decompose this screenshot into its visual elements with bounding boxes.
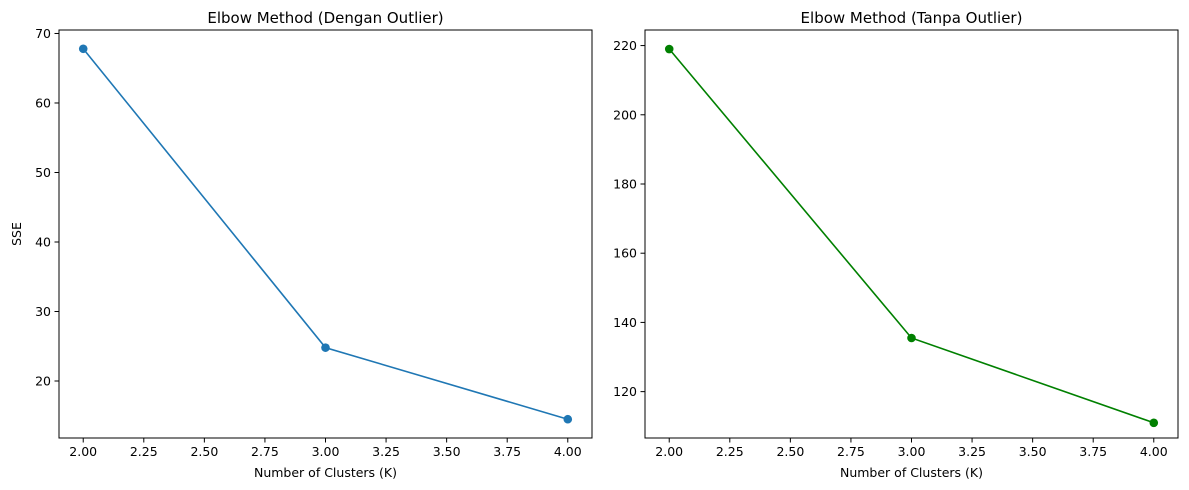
data-point (1149, 418, 1159, 428)
y-ticks: 120 140 160 180 200 220 (613, 38, 645, 399)
y-tick-label: 200 (613, 107, 637, 122)
y-tick-label: 60 (35, 95, 51, 110)
x-ticks: 2.00 2.25 2.50 2.75 3.00 3.25 3.50 3.75 4.00 (655, 438, 1168, 459)
chart-title: Elbow Method (Dengan Outlier) (207, 9, 443, 27)
series (664, 44, 1159, 428)
plot-area-frame (644, 29, 1179, 439)
y-tick-label: 30 (35, 304, 51, 319)
y-tick-label: 120 (613, 384, 637, 399)
y-axis-label: SSE (9, 222, 24, 246)
x-tick-label: 3.75 (1079, 444, 1107, 459)
series-line (82, 48, 568, 421)
x-axis-label: Number of Clusters (K) (840, 465, 983, 480)
x-tick-label: 2.75 (251, 444, 279, 459)
y-tick-label: 180 (613, 176, 637, 191)
data-point (907, 333, 916, 343)
x-tick-label: 3.50 (433, 444, 461, 459)
x-tick-label: 2.00 (69, 444, 97, 459)
x-tick-label: 2.25 (716, 444, 744, 459)
y-tick-label: 40 (35, 234, 51, 249)
y-tick-label: 70 (35, 26, 51, 41)
data-point (78, 44, 88, 54)
y-tick-label: 220 (613, 38, 637, 53)
data-point (321, 343, 330, 352)
chart-title: Elbow Method (Tanpa Outlier) (801, 9, 1023, 27)
x-tick-label: 2.25 (130, 444, 158, 459)
x-tick-label: 3.50 (1019, 444, 1047, 459)
series-line (668, 48, 1155, 424)
x-axis-label: Number of Clusters (K) (254, 465, 397, 480)
plot-area-frame (58, 29, 593, 439)
y-tick-label: 160 (613, 246, 637, 261)
x-tick-label: 3.25 (958, 444, 986, 459)
x-tick-label: 2.50 (776, 444, 804, 459)
subplot-without-outlier: Elbow Method (Tanpa Outlier) Number of C… (613, 9, 1179, 480)
x-tick-label: 2.00 (655, 444, 683, 459)
data-point (664, 44, 674, 54)
x-tick-label: 3.25 (372, 444, 400, 459)
x-tick-label: 4.00 (554, 444, 582, 459)
y-tick-label: 50 (35, 165, 51, 180)
x-tick-label: 4.00 (1140, 444, 1168, 459)
x-tick-label: 3.00 (898, 444, 926, 459)
subplot-with-outlier: Elbow Method (Dengan Outlier) Number of … (9, 9, 593, 480)
y-ticks: 20 30 40 50 60 70 (35, 26, 59, 389)
x-tick-label: 3.75 (493, 444, 521, 459)
x-tick-label: 2.75 (837, 444, 865, 459)
series (78, 44, 573, 424)
x-tick-label: 2.50 (190, 444, 218, 459)
y-tick-label: 20 (35, 374, 51, 389)
data-point (563, 414, 573, 424)
x-ticks: 2.00 2.25 2.50 2.75 3.00 3.25 3.50 3.75 4.00 (69, 438, 582, 459)
y-tick-label: 140 (613, 315, 637, 330)
x-tick-label: 3.00 (312, 444, 340, 459)
